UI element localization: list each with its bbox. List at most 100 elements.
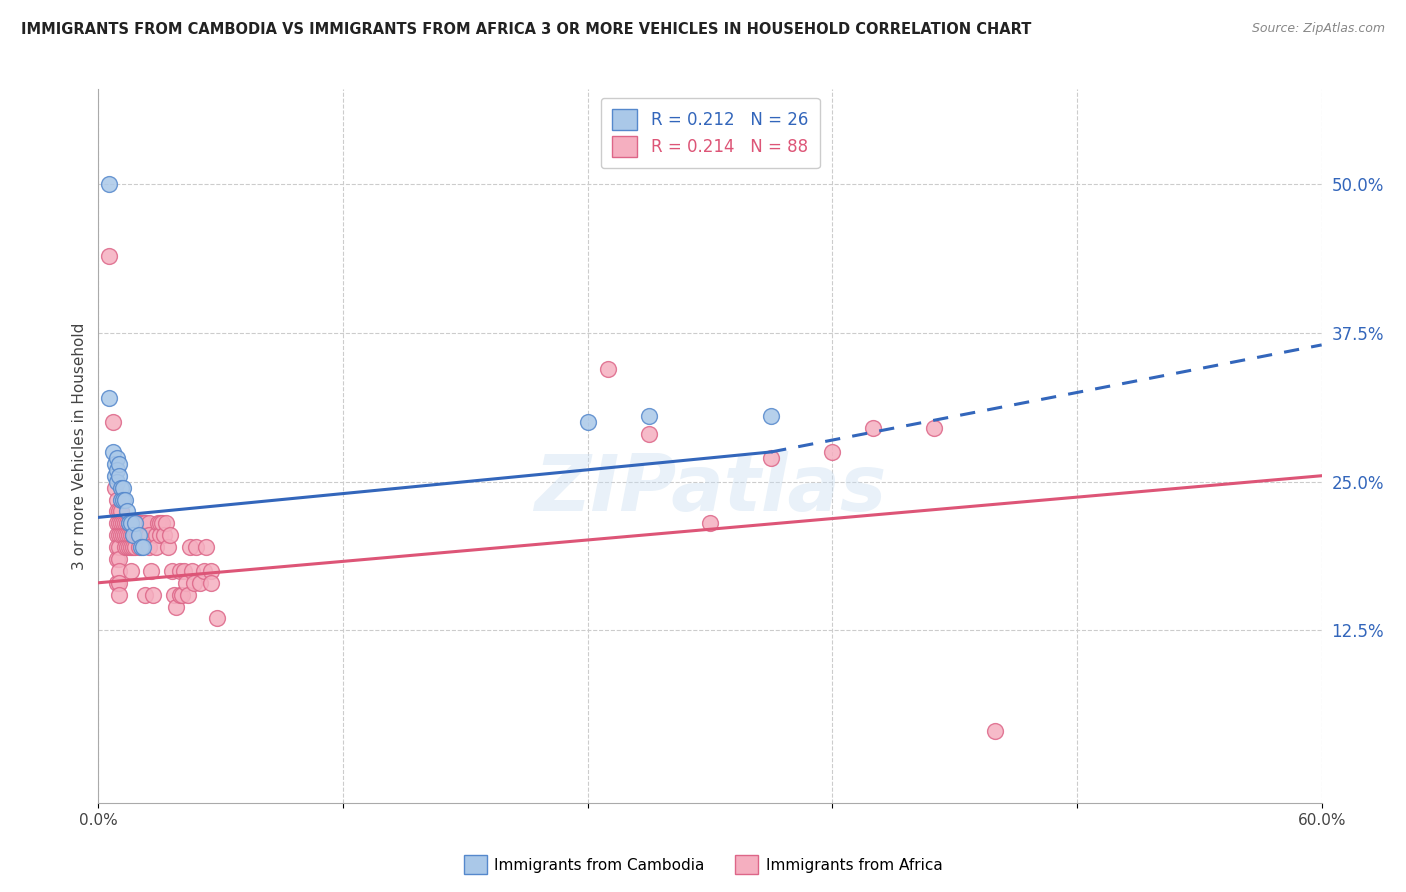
Point	[128, 516, 150, 531]
Point	[127, 528, 149, 542]
Point	[699, 516, 721, 531]
Point	[132, 528, 155, 542]
Point	[205, 611, 228, 625]
Point	[110, 481, 132, 495]
Point	[101, 415, 124, 429]
Point	[104, 457, 127, 471]
Point	[108, 575, 131, 590]
Point	[152, 528, 174, 542]
Point	[186, 540, 208, 554]
Point	[821, 445, 844, 459]
Point	[111, 481, 134, 495]
Point	[97, 178, 120, 192]
Point	[118, 516, 141, 531]
Point	[160, 564, 183, 578]
Point	[163, 588, 186, 602]
Point	[118, 540, 141, 554]
Point	[136, 528, 159, 542]
Point	[122, 540, 145, 554]
Point	[169, 588, 191, 602]
Point	[114, 492, 136, 507]
Text: Source: ZipAtlas.com: Source: ZipAtlas.com	[1251, 22, 1385, 36]
Point	[114, 516, 136, 531]
Point	[638, 409, 661, 424]
Point	[129, 528, 152, 542]
Point	[598, 361, 620, 376]
Point	[108, 516, 131, 531]
Point	[101, 445, 124, 459]
Legend: Immigrants from Cambodia, Immigrants from Africa: Immigrants from Cambodia, Immigrants fro…	[457, 849, 949, 880]
Point	[97, 249, 120, 263]
Point	[105, 450, 128, 465]
Point	[108, 457, 131, 471]
Text: ZIPatlas: ZIPatlas	[534, 450, 886, 527]
Point	[173, 564, 195, 578]
Point	[120, 564, 142, 578]
Legend: R = 0.212   N = 26, R = 0.214   N = 88: R = 0.212 N = 26, R = 0.214 N = 88	[600, 97, 820, 169]
Point	[105, 552, 128, 566]
Y-axis label: 3 or more Vehicles in Household: 3 or more Vehicles in Household	[72, 322, 87, 570]
Point	[118, 516, 141, 531]
Point	[165, 599, 187, 614]
Point	[155, 516, 177, 531]
Point	[174, 575, 197, 590]
Point	[104, 481, 127, 495]
Point	[984, 724, 1007, 739]
Point	[108, 552, 131, 566]
Point	[97, 392, 120, 406]
Point	[149, 528, 172, 542]
Point	[159, 528, 181, 542]
Point	[183, 575, 205, 590]
Point	[638, 427, 661, 442]
Point	[862, 421, 884, 435]
Point	[108, 468, 131, 483]
Point	[124, 540, 146, 554]
Point	[104, 468, 127, 483]
Point	[124, 516, 146, 531]
Point	[105, 492, 128, 507]
Point	[188, 575, 212, 590]
Point	[177, 588, 200, 602]
Point	[111, 516, 134, 531]
Point	[169, 564, 191, 578]
Point	[149, 516, 172, 531]
Point	[105, 516, 128, 531]
Point	[134, 516, 156, 531]
Text: IMMIGRANTS FROM CAMBODIA VS IMMIGRANTS FROM AFRICA 3 OR MORE VEHICLES IN HOUSEHO: IMMIGRANTS FROM CAMBODIA VS IMMIGRANTS F…	[21, 22, 1032, 37]
Point	[105, 528, 128, 542]
Point	[138, 528, 160, 542]
Point	[156, 540, 179, 554]
Point	[922, 421, 945, 435]
Point	[761, 450, 783, 465]
Point	[150, 516, 173, 531]
Point	[118, 528, 141, 542]
Point	[132, 516, 155, 531]
Point	[138, 540, 160, 554]
Point	[120, 540, 142, 554]
Point	[122, 528, 145, 542]
Point	[120, 516, 142, 531]
Point	[110, 504, 132, 518]
Point	[108, 504, 131, 518]
Point	[200, 564, 222, 578]
Point	[181, 564, 204, 578]
Point	[115, 516, 138, 531]
Point	[115, 540, 138, 554]
Point	[108, 528, 131, 542]
Point	[200, 575, 222, 590]
Point	[105, 463, 128, 477]
Point	[761, 409, 783, 424]
Point	[128, 528, 150, 542]
Point	[122, 528, 145, 542]
Point	[110, 528, 132, 542]
Point	[134, 588, 156, 602]
Point	[129, 540, 152, 554]
Point	[576, 415, 599, 429]
Point	[128, 540, 150, 554]
Point	[105, 475, 128, 489]
Point	[146, 516, 169, 531]
Point	[128, 528, 150, 542]
Point	[122, 516, 145, 531]
Point	[108, 564, 131, 578]
Point	[108, 540, 131, 554]
